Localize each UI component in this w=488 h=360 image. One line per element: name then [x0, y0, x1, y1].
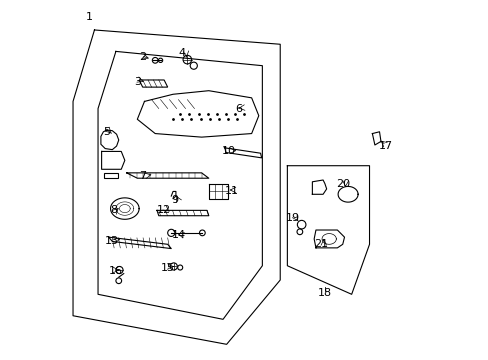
- Text: 6: 6: [235, 104, 242, 113]
- Text: 3: 3: [134, 77, 141, 87]
- Text: 20: 20: [335, 179, 349, 189]
- Text: 12: 12: [157, 205, 171, 215]
- Text: 11: 11: [224, 186, 239, 196]
- Text: 16: 16: [109, 266, 122, 276]
- Text: 8: 8: [110, 205, 118, 215]
- Text: 2: 2: [139, 52, 146, 62]
- Text: 18: 18: [317, 288, 331, 297]
- Text: 13: 13: [105, 236, 119, 246]
- Text: 1: 1: [85, 13, 92, 22]
- Text: 17: 17: [378, 141, 392, 151]
- Text: 9: 9: [171, 195, 178, 204]
- Text: 14: 14: [171, 230, 185, 240]
- Text: 4: 4: [178, 48, 185, 58]
- Text: 5: 5: [103, 127, 110, 137]
- Text: 7: 7: [139, 171, 146, 181]
- Text: 10: 10: [221, 147, 235, 157]
- Text: 21: 21: [314, 239, 328, 249]
- Text: 19: 19: [285, 212, 299, 222]
- Text: 15: 15: [161, 262, 174, 273]
